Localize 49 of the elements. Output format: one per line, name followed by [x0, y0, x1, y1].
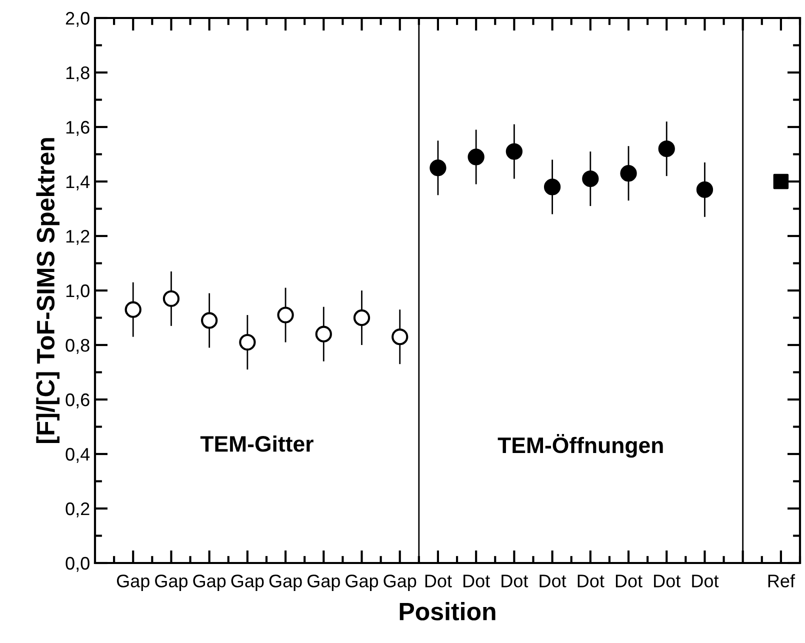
- point: [430, 160, 446, 176]
- point: [353, 309, 370, 326]
- y-tick-label: 1,0: [66, 284, 90, 300]
- y-tick-label: 0,0: [66, 556, 90, 572]
- annotation: TEM-Gitter: [200, 435, 314, 452]
- point: [658, 140, 675, 158]
- point: [200, 312, 218, 329]
- point: [506, 143, 523, 160]
- y-tick-label: 1,2: [66, 230, 90, 245]
- x-tick-label: Gap: [193, 574, 226, 591]
- x-tick-label: Gap: [269, 574, 302, 591]
- point: [544, 178, 561, 196]
- point: [468, 148, 484, 166]
- y-tick-label: 1,8: [66, 66, 90, 82]
- point: [124, 301, 142, 318]
- x-tick-label: Dot: [692, 574, 719, 588]
- x-tick-label: Gap: [155, 574, 188, 591]
- y-tick-label: 1,4: [66, 176, 90, 190]
- y-tick-label: 2,0: [66, 12, 90, 27]
- x-tick-label: Dot: [464, 574, 490, 588]
- x-tick-label: Gap: [231, 574, 264, 591]
- point: [620, 164, 637, 182]
- point: [582, 170, 599, 188]
- point: [315, 326, 332, 342]
- x-tick-label: Gap: [346, 574, 378, 591]
- y-tick-label: 0,8: [66, 338, 90, 354]
- point: [277, 306, 294, 324]
- x-tick-label: Dot: [616, 574, 642, 588]
- x-axis-title: Position: [400, 602, 496, 620]
- x-tick-label: Dot: [578, 574, 604, 588]
- point: [162, 290, 180, 308]
- x-tick-label: Gap: [116, 574, 150, 591]
- point: [392, 328, 408, 346]
- x-tick-label: Dot: [502, 574, 528, 588]
- point: [696, 181, 714, 198]
- point: [773, 174, 789, 190]
- y-tick-label: 0,4: [66, 448, 90, 463]
- x-tick-label: Dot: [654, 574, 681, 588]
- point: [239, 334, 256, 351]
- x-tick-label: Dot: [540, 574, 566, 588]
- y-tick-label: 0,2: [66, 502, 90, 518]
- x-tick-label: Ref: [768, 574, 796, 588]
- x-tick-label: Gap: [384, 574, 416, 591]
- annotation: TEM-Öffnungen: [498, 434, 663, 458]
- x-tick-label: Gap: [307, 574, 340, 591]
- x-tick-label: Dot: [425, 574, 452, 588]
- y-tick-label: 0,6: [66, 393, 90, 408]
- y-axis-title: [F]/[C] ToF-SIMS Spektren: [36, 138, 60, 444]
- y-tick-label: 1,6: [66, 120, 90, 136]
